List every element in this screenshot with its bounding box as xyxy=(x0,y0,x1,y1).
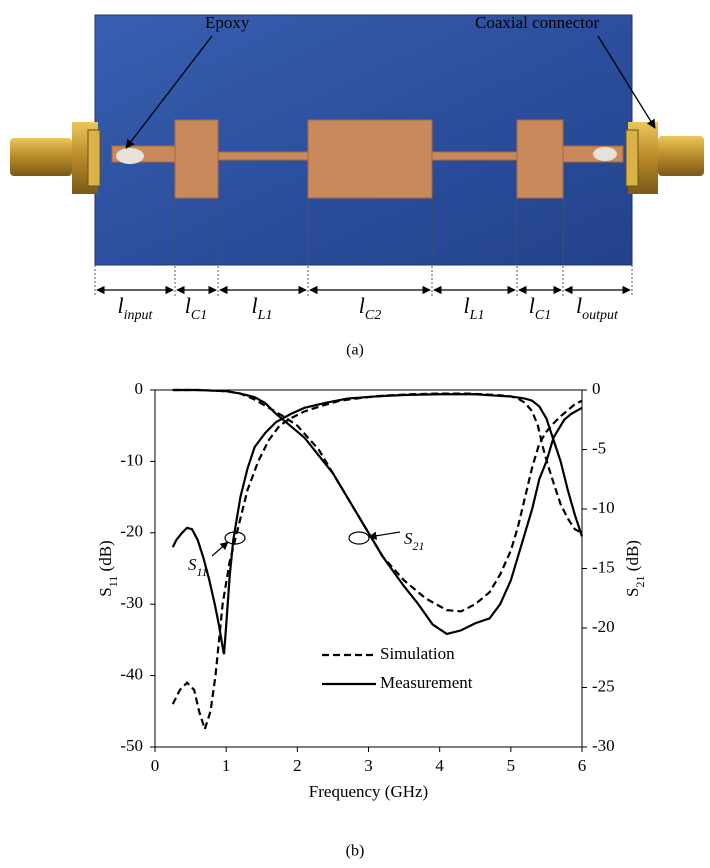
x-tick-label: 4 xyxy=(435,756,444,775)
dimension-label-main: l xyxy=(252,293,258,318)
legend-label: Measurement xyxy=(380,673,473,692)
annotation-sub: 21 xyxy=(413,539,425,553)
y-axis-label-unit: (dB) xyxy=(96,540,115,575)
annotation-ellipse xyxy=(224,531,246,545)
dimension-label: lC1 xyxy=(529,293,551,323)
epoxy-label: Epoxy xyxy=(205,13,250,32)
dimension-labels: linput lC1 lL1 lC2 lL1 lC1 loutput xyxy=(118,293,620,323)
curve xyxy=(171,392,583,733)
x-tick-label: 2 xyxy=(293,756,302,775)
y-tick-label: -10 xyxy=(120,450,143,469)
annotation: S11 xyxy=(188,555,208,579)
caption: (b) xyxy=(346,843,365,860)
connector-left xyxy=(10,122,101,194)
dimension-guides xyxy=(94,198,633,297)
y2-axis-label-sub: 21 xyxy=(633,575,647,587)
y2-tick-label: -5 xyxy=(592,438,606,457)
chart: 0 -10 -20 -30 -40 -50 0 -5 -10 -15 -20 -25 -30 0 1 2 3 4 5… xyxy=(96,379,647,860)
annotation-sub: 11 xyxy=(197,565,208,579)
y2-tick-label: -10 xyxy=(592,498,615,517)
connector-right xyxy=(625,122,704,194)
x-tick-label: 0 xyxy=(151,756,160,775)
epoxy-blob xyxy=(116,148,144,164)
dimension-label-sub: C1 xyxy=(191,308,207,323)
dimension-label-sub: L1 xyxy=(469,308,485,323)
dimension-label-sub: C1 xyxy=(535,308,551,323)
y2-tick-label: -25 xyxy=(592,676,615,695)
dimension-label-main: l xyxy=(359,293,365,318)
annotation-ellipse xyxy=(348,531,370,545)
legend-label: Simulation xyxy=(380,644,455,663)
y2-axis-label: S21 (dB) xyxy=(623,540,647,597)
dimension-label: lC1 xyxy=(185,293,207,323)
traces xyxy=(111,119,624,199)
dimension-label-sub: output xyxy=(582,308,619,323)
x-tick-label: 1 xyxy=(222,756,231,775)
y2-axis-label-main: S xyxy=(623,587,642,596)
plot-frame xyxy=(154,389,583,748)
y-tick-label: -40 xyxy=(120,665,143,684)
annotation: S21 xyxy=(404,529,425,553)
curve xyxy=(172,388,583,613)
y-tick-label: -50 xyxy=(120,736,143,755)
x-axis-label: Frequency (GHz) xyxy=(309,782,428,801)
y2-tick-label: -15 xyxy=(592,557,615,576)
dimension-label-sub: C2 xyxy=(365,308,381,323)
y2-tick-label: 0 xyxy=(592,379,601,398)
y-tick-label: 0 xyxy=(135,379,144,398)
y-tick-label: -30 xyxy=(120,593,143,612)
dimension-label: loutput xyxy=(576,293,619,323)
y-axis-label: S11 (dB) xyxy=(96,540,120,596)
x-tick-label: 3 xyxy=(364,756,373,775)
dimension-label: lL1 xyxy=(252,293,273,323)
curve xyxy=(171,393,584,655)
connector-arrow xyxy=(597,35,656,129)
y-tick-label: -20 xyxy=(120,522,143,541)
y2-axis-label-unit: (dB) xyxy=(623,540,642,575)
y2-tick-label: -20 xyxy=(592,617,615,636)
dimension-label-main: l xyxy=(576,293,582,318)
dimension-label-main: l xyxy=(529,293,535,318)
annotation-arrow xyxy=(211,541,229,557)
photo: Epoxy Coaxial connector linput lC1 lL1 lC2 l… xyxy=(10,13,704,359)
caption: (a) xyxy=(346,342,364,359)
dimension-label-sub: L1 xyxy=(257,308,273,323)
x-tick-label: 5 xyxy=(507,756,516,775)
x-tick-label: 6 xyxy=(578,756,587,775)
epoxy-arrow xyxy=(125,35,213,149)
y-axis-label-sub: 11 xyxy=(106,576,120,588)
dimension-label-main: l xyxy=(464,293,470,318)
annotation-main: S xyxy=(188,555,197,574)
curve xyxy=(172,388,583,636)
connector-label: Coaxial connector xyxy=(475,13,599,32)
dimension-label-sub: input xyxy=(124,308,154,323)
y-axis-label-main: S xyxy=(96,587,115,596)
dimension-label: lL1 xyxy=(464,293,485,323)
dimension-label-main: l xyxy=(118,293,124,318)
dimension-label-main: l xyxy=(185,293,191,318)
epoxy-blob xyxy=(593,147,617,161)
dimension-label: linput xyxy=(118,293,154,323)
y2-tick-label: -30 xyxy=(592,736,615,755)
dimension-label: lC2 xyxy=(359,293,381,323)
annotation-main: S xyxy=(404,529,413,548)
annotation-arrow xyxy=(368,531,401,540)
